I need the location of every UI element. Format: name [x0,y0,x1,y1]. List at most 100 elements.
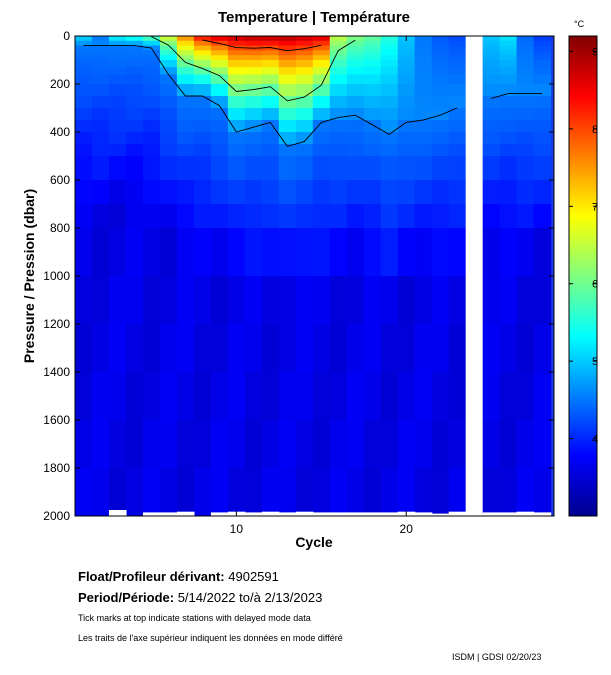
heatmap-cell [516,156,535,181]
heatmap-cell [312,228,331,277]
heatmap-cell [482,324,501,373]
heatmap-cell [210,276,229,325]
colorbar-tick-label: 7 [592,201,598,213]
heatmap-cell [431,144,450,157]
heatmap-cell [210,108,229,121]
y-tick-label: 400 [50,125,70,139]
heatmap-cell [278,45,297,51]
heatmap-cell [533,108,552,121]
heatmap-cell [159,120,178,133]
heatmap-cell [176,84,195,97]
heatmap-cell [261,36,280,42]
heatmap-cell [516,84,535,97]
heatmap-cell [125,324,144,373]
heatmap-cell [261,96,280,109]
heatmap-cell [363,50,382,56]
heatmap-cell [346,55,365,61]
heatmap-cell [380,60,399,68]
heatmap-cell [278,55,297,61]
heatmap-cell [431,228,450,277]
heatmap-cell [193,372,212,421]
note-french: Les traits de l'axe supérieur indiquent … [78,633,343,643]
heatmap-cell [448,67,467,75]
heatmap-cell [329,204,348,229]
heatmap-cell [533,55,552,61]
heatmap-cell [75,180,93,205]
heatmap-cell [75,204,93,229]
heatmap-cell [533,156,552,181]
profile-bottom [363,512,382,516]
heatmap-cell [448,204,467,229]
heatmap-cell [312,45,331,51]
profile-bottom [176,511,195,516]
heatmap-cell [295,228,314,277]
heatmap-cell [516,228,535,277]
heatmap-cell [261,180,280,205]
heatmap-cell [295,180,314,205]
heatmap-cell [329,324,348,373]
heatmap-cell [261,228,280,277]
heatmap-cell [176,228,195,277]
heatmap-cell [312,324,331,373]
heatmap-cell [142,120,161,133]
heatmap-cell [108,74,127,85]
heatmap-cell [142,96,161,109]
heatmap-cell [75,276,93,325]
heatmap-cell [159,50,178,56]
heatmap-cell [108,67,127,75]
heatmap-cell [125,276,144,325]
heatmap-cell [312,60,331,68]
heatmap-cell [91,204,110,229]
heatmap-cell [414,45,433,51]
heatmap-cell [414,144,433,157]
heatmap-cell [499,60,518,68]
heatmap-cell [499,420,518,469]
heatmap-cell [448,84,467,97]
heatmap-cell [431,45,450,51]
heatmap-cell [176,96,195,109]
heatmap-cell [397,67,416,75]
heatmap-cell [210,132,229,145]
heatmap-cell [448,45,467,51]
heatmap-cell [244,372,263,421]
heatmap-cell [193,324,212,373]
heatmap-cell [176,324,195,373]
heatmap-cell [108,180,127,205]
heatmap-cell [533,144,552,157]
heatmap-cell [278,156,297,181]
heatmap-cell [448,96,467,109]
heatmap-cell [431,180,450,205]
heatmap-cell [142,132,161,145]
heatmap-cell [482,45,501,51]
heatmap-cell [533,50,552,56]
heatmap-cell [142,372,161,421]
heatmap-cell [397,108,416,121]
period-end: 2/13/2023 [264,590,323,605]
heatmap-cell [414,468,433,516]
heatmap-cell [125,156,144,181]
heatmap-cell [261,132,280,145]
heatmap-cell [346,40,365,47]
heatmap-cell [414,67,433,75]
heatmap-cell [431,468,450,516]
period-to: to/à [239,590,261,605]
heatmap-cell [159,420,178,469]
heatmap-cell [176,156,195,181]
heatmap-cell [516,132,535,145]
heatmap-cell [142,468,161,516]
heatmap-cell [125,50,144,56]
heatmap-cell [363,120,382,133]
heatmap-cell [278,276,297,325]
heatmap-cell [278,60,297,68]
heatmap-cell [210,180,229,205]
heatmap-cell [125,84,144,97]
heatmap-cell [533,84,552,97]
heatmap-cell [244,67,263,75]
heatmap-cell [159,228,178,277]
heatmap-cell [499,108,518,121]
heatmap-cell [380,180,399,205]
heatmap-cell [533,276,552,325]
heatmap-cell [159,156,178,181]
heatmap-cell [482,108,501,121]
heatmap-cell [397,204,416,229]
